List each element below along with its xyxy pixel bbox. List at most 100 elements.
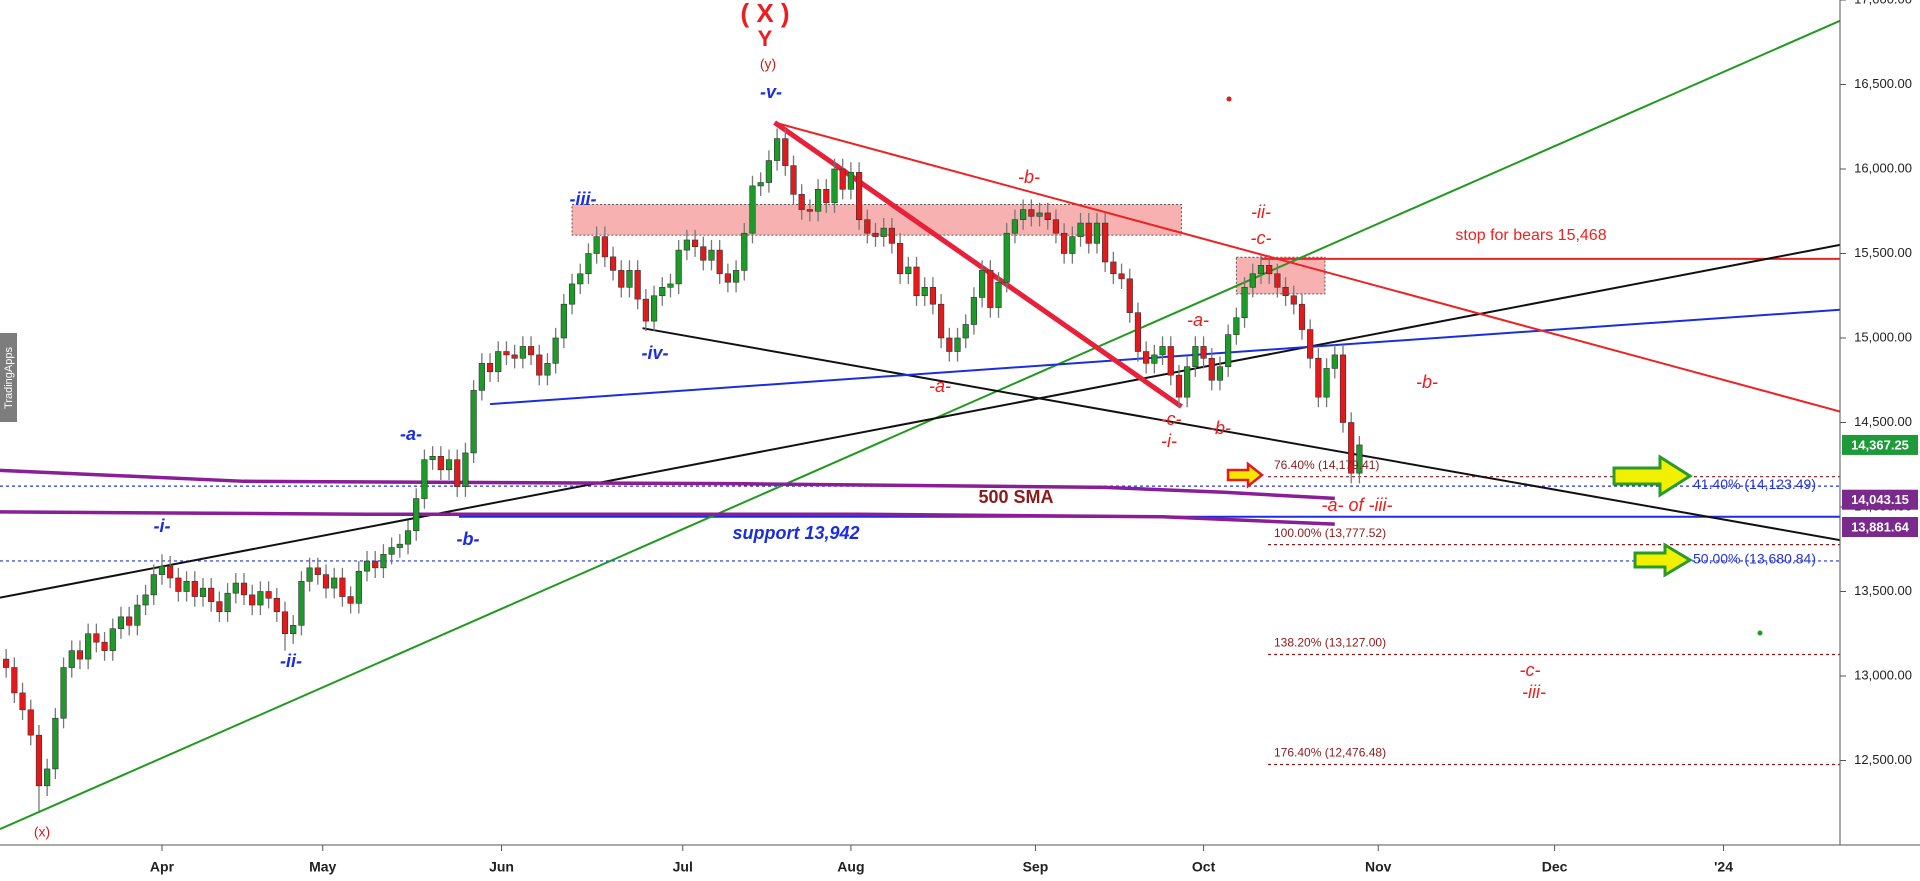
x-tick-label: Jul — [673, 859, 693, 875]
candle-body — [339, 577, 346, 597]
candle-body — [716, 249, 723, 275]
candle-body — [667, 283, 674, 288]
overlay: TradingApps 76.40% (14,179.41) 41.40% (14… — [0, 0, 1816, 840]
annotation: -a- — [1187, 310, 1209, 330]
annotation: -b- — [457, 529, 480, 549]
trendline — [0, 243, 1840, 599]
candle-body — [626, 270, 633, 288]
candle-body — [1323, 368, 1330, 398]
candle-body — [929, 286, 937, 305]
candle-body — [1118, 273, 1125, 280]
annotation: -i- — [154, 516, 171, 536]
y-tick-label: 13,000.00 — [1854, 667, 1912, 682]
candle-body — [864, 219, 871, 234]
candle-body — [823, 188, 830, 204]
candle-body — [560, 303, 567, 339]
candle-body — [1061, 232, 1068, 254]
annotation: -c- — [1520, 660, 1541, 680]
annotation: -a- — [400, 424, 422, 444]
candle-body — [27, 709, 34, 736]
candle-body — [1020, 209, 1027, 220]
candle-body — [306, 567, 313, 582]
candle-body — [1151, 354, 1158, 364]
candle-body — [1274, 273, 1281, 288]
candle-body — [773, 138, 781, 161]
candle-body — [224, 592, 231, 613]
x-tick-label: Jun — [489, 859, 514, 875]
candle-body — [265, 591, 272, 599]
dot — [1226, 96, 1232, 102]
annotation: -i- — [1161, 431, 1177, 451]
candle-body — [314, 567, 321, 575]
candle-body — [11, 667, 18, 694]
candle-body — [872, 232, 879, 237]
candle-body — [1159, 346, 1166, 356]
candle-body — [19, 692, 26, 711]
candle-body — [1134, 312, 1142, 352]
candle-body — [757, 182, 764, 187]
candle-body — [765, 160, 772, 183]
candle-body — [954, 337, 961, 352]
trendline — [0, 19, 1840, 831]
candle-body — [101, 641, 108, 651]
candle-body — [76, 650, 84, 660]
price-badge — [1842, 434, 1918, 455]
candle-body — [732, 270, 740, 283]
candle-body — [659, 286, 666, 297]
annotation: ( X ) — [740, 0, 789, 28]
candle-body — [1167, 346, 1174, 376]
candle-body — [1044, 212, 1051, 221]
candle-body — [281, 611, 289, 635]
price-badge — [1842, 489, 1918, 510]
candle-body — [347, 596, 354, 604]
candle-body — [1331, 354, 1338, 369]
y-tick-label: 16,000.00 — [1854, 160, 1912, 175]
candle-body — [142, 594, 149, 606]
candle-body — [1233, 317, 1240, 335]
annotation: -v- — [760, 82, 782, 102]
candle-body — [1257, 265, 1265, 275]
fib-label: 100.00% (13,777.52) — [1274, 526, 1386, 540]
annotation: -b- — [1018, 167, 1040, 187]
candle-body — [511, 354, 518, 359]
candle-body — [437, 455, 444, 471]
candle-body — [749, 185, 756, 234]
candle-body — [134, 604, 141, 626]
candle-body — [158, 565, 166, 575]
candle-body — [938, 303, 945, 339]
candle-body — [52, 717, 59, 770]
candle-body — [1356, 444, 1363, 474]
candle-body — [618, 270, 625, 288]
candle-body — [503, 351, 510, 356]
candle-body — [445, 459, 453, 471]
candle-body — [372, 560, 379, 569]
candle-body — [1290, 295, 1297, 305]
candle-body — [232, 582, 239, 594]
candle-body — [979, 270, 986, 298]
plot-area — [0, 19, 1840, 831]
candle-body — [35, 734, 43, 787]
price-badge — [1842, 517, 1918, 538]
trendline — [642, 327, 1840, 542]
candle-body — [970, 297, 978, 325]
candle-body — [1208, 357, 1215, 381]
candle-body — [634, 270, 641, 300]
candle-body — [1282, 286, 1289, 297]
x-tick-label: May — [309, 859, 336, 875]
trendline — [774, 121, 1840, 413]
candle-body — [798, 194, 805, 210]
dot — [1757, 630, 1763, 636]
candle-body — [831, 168, 838, 204]
x-tick-label: Sep — [1023, 859, 1049, 875]
candle-body — [568, 283, 576, 305]
annotation: -a- — [929, 376, 951, 396]
candle-body — [495, 351, 502, 373]
fib-label: 138.20% (13,127.00) — [1274, 636, 1386, 650]
candle-body — [1003, 232, 1010, 283]
candle-body — [536, 354, 543, 376]
annotation: (y) — [760, 56, 776, 72]
candle-body — [609, 256, 617, 271]
horizontal-line-label: stop for bears 15,468 — [1455, 227, 1606, 244]
